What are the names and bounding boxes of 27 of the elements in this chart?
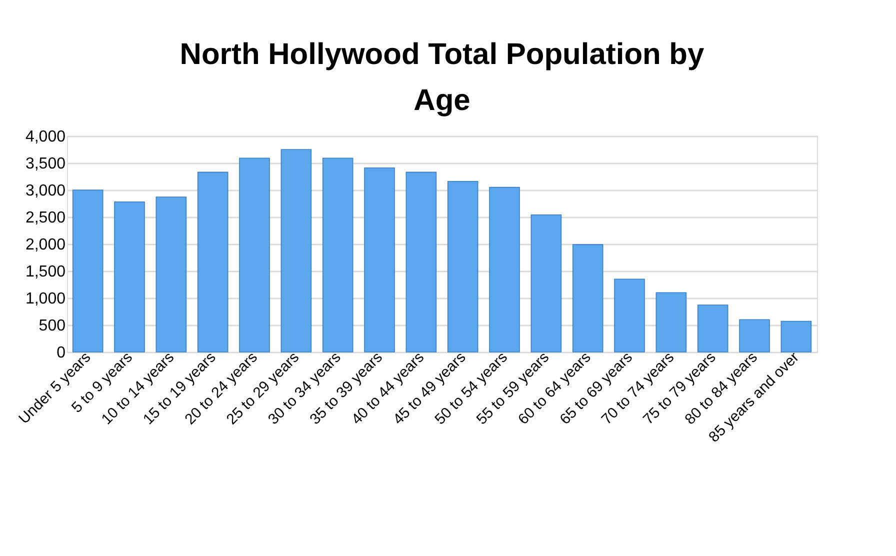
bar bbox=[530, 214, 562, 352]
y-tick-label: 3,000 bbox=[25, 182, 66, 200]
chart-title: North Hollywood Total Population by Age bbox=[180, 38, 705, 117]
bar bbox=[280, 149, 312, 352]
bar bbox=[406, 172, 437, 352]
bar bbox=[156, 196, 187, 352]
bar bbox=[72, 190, 104, 352]
y-tick-label: 4,000 bbox=[25, 128, 66, 146]
bar bbox=[614, 278, 645, 352]
bar bbox=[739, 319, 770, 352]
bar bbox=[489, 186, 520, 352]
bar bbox=[447, 180, 478, 352]
bar bbox=[780, 320, 812, 352]
bar bbox=[697, 304, 728, 352]
bar bbox=[114, 201, 145, 352]
bar bbox=[239, 158, 270, 352]
bar bbox=[364, 167, 395, 352]
y-tick-label: 2,000 bbox=[25, 236, 66, 254]
bar bbox=[656, 292, 687, 352]
y-tick-label: 1,000 bbox=[25, 290, 66, 308]
bar bbox=[197, 172, 228, 352]
y-tick-label: 500 bbox=[38, 318, 66, 334]
y-tick-label: 1,500 bbox=[25, 264, 66, 280]
y-tick-label: 2,500 bbox=[25, 210, 66, 226]
bar bbox=[572, 244, 604, 352]
y-tick-label: 3,500 bbox=[25, 156, 66, 172]
bar bbox=[322, 158, 354, 352]
